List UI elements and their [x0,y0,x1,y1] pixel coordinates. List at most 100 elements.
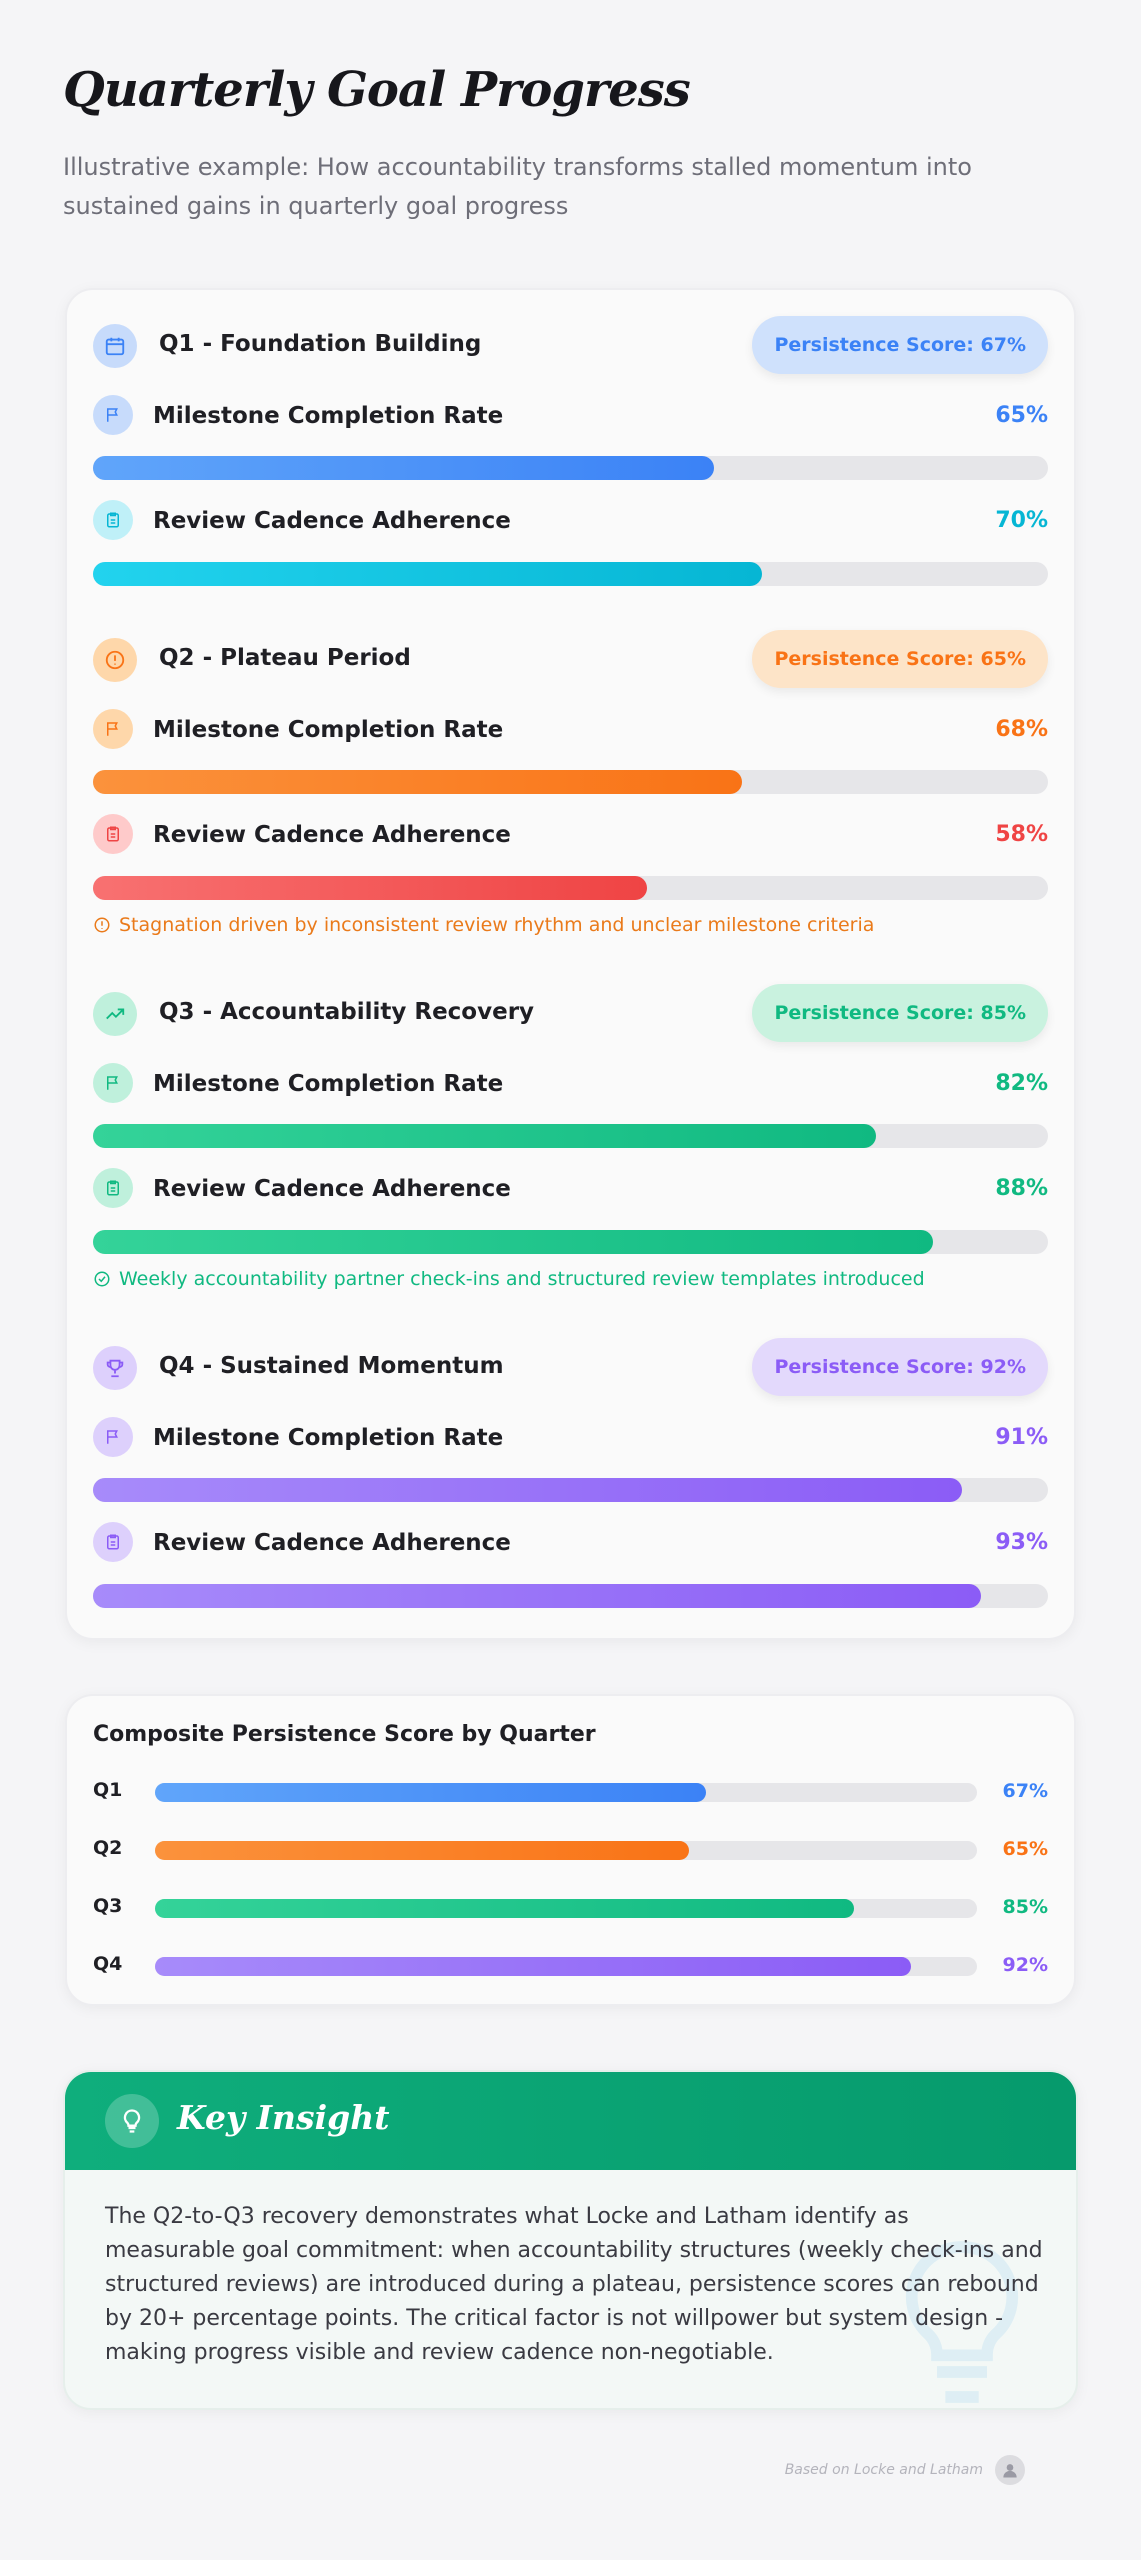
key-insight-title: Key Insight [177,2098,390,2137]
clipboard-icon [93,1168,133,1208]
calendar-icon [93,324,137,368]
metric-value: 88% [995,1176,1048,1201]
progress-track [93,1230,1048,1254]
quarters-card: Q1 - Foundation Building Persistence Sco… [65,288,1076,1640]
composite-value: 92% [1002,1954,1048,1976]
trending-up-icon [93,992,137,1036]
metric-value: 58% [995,822,1048,847]
metric-milestone-q4: Milestone Completion Rate 91% [93,1416,1048,1460]
composite-row-q2: Q2 65% [93,1834,1048,1864]
progress-fill [93,1584,982,1608]
metric-label: Milestone Completion Rate [153,1425,504,1451]
composite-fill [155,1841,690,1860]
composite-track [155,1841,977,1860]
composite-value: 67% [1002,1780,1048,1802]
progress-fill [93,876,647,900]
alert-circle-icon [93,638,137,682]
composite-value: 85% [1002,1896,1048,1918]
composite-quarter-label: Q4 [93,1953,123,1975]
composite-track [155,1783,977,1802]
clipboard-icon [93,500,133,540]
progress-track [93,456,1048,480]
progress-track [93,562,1048,586]
quarter-title: Q2 - Plateau Period [159,645,411,671]
key-insight-body: The Q2-to-Q3 recovery demonstrates what … [105,2204,1043,2365]
metric-milestone-q2: Milestone Completion Rate 68% [93,708,1048,752]
key-insight-card: Key Insight The Q2-to-Q3 recovery demons… [63,2070,1078,2410]
info-icon [94,917,110,933]
note-text: Stagnation driven by inconsistent review… [119,914,875,936]
metric-label: Milestone Completion Rate [153,403,504,429]
quarter-header-q3: Q3 - Accountability Recovery Persistence… [93,984,1048,1044]
metric-label: Review Cadence Adherence [153,1176,511,1202]
quarter-header-q1: Q1 - Foundation Building Persistence Sco… [93,316,1048,376]
metric-value: 68% [995,717,1048,742]
persistence-score-badge: Persistence Score: 85% [752,984,1048,1042]
lightbulb-watermark-icon [905,2241,1019,2403]
flag-icon [93,709,133,749]
metric-review-q1: Review Cadence Adherence 70% [93,499,1048,543]
flag-icon [93,1063,133,1103]
composite-fill [155,1783,706,1802]
progress-track [93,1478,1048,1502]
metric-label: Review Cadence Adherence [153,1530,511,1556]
key-insight-header: Key Insight [65,2072,1076,2170]
quarter-title: Q4 - Sustained Momentum [159,1353,504,1379]
metric-label: Review Cadence Adherence [153,508,511,534]
metric-label: Milestone Completion Rate [153,717,504,743]
composite-quarter-label: Q3 [93,1895,123,1917]
metric-milestone-q1: Milestone Completion Rate 65% [93,394,1048,438]
flag-icon [93,1417,133,1457]
flag-icon [93,395,133,435]
quarter-header-q4: Q4 - Sustained Momentum Persistence Scor… [93,1338,1048,1398]
metric-milestone-q3: Milestone Completion Rate 82% [93,1062,1048,1106]
metric-review-q2: Review Cadence Adherence 58% [93,813,1048,857]
footer: Based on Locke and Latham [785,2455,1025,2485]
progress-fill [93,456,714,480]
progress-track [93,876,1048,900]
progress-track [93,770,1048,794]
composite-title: Composite Persistence Score by Quarter [93,1722,596,1747]
metric-label: Review Cadence Adherence [153,822,511,848]
progress-fill [93,770,743,794]
quarter-note-q2: Stagnation driven by inconsistent review… [93,914,1048,936]
persistence-score-badge: Persistence Score: 65% [752,630,1048,688]
quarter-header-q2: Q2 - Plateau Period Persistence Score: 6… [93,630,1048,690]
composite-row-q3: Q3 85% [93,1892,1048,1922]
composite-fill [155,1957,912,1976]
composite-quarter-label: Q1 [93,1779,123,1801]
composite-row-q1: Q1 67% [93,1776,1048,1806]
metric-review-q3: Review Cadence Adherence 88% [93,1167,1048,1211]
composite-row-q4: Q4 92% [93,1950,1048,1980]
metric-label: Milestone Completion Rate [153,1071,504,1097]
progress-track [93,1124,1048,1148]
page-subtitle: Illustrative example: How accountability… [63,153,972,220]
persistence-score-badge: Persistence Score: 67% [752,316,1048,374]
clipboard-icon [93,1522,133,1562]
quarter-note-q3: Weekly accountability partner check-ins … [93,1268,1048,1290]
persistence-score-badge: Persistence Score: 92% [752,1338,1048,1396]
trophy-icon [93,1346,137,1390]
progress-fill [93,1478,963,1502]
metric-value: 91% [995,1425,1048,1450]
page-title: Quarterly Goal Progress [63,62,691,118]
metric-value: 82% [995,1071,1048,1096]
composite-fill [155,1899,854,1918]
metric-review-q4: Review Cadence Adherence 93% [93,1521,1048,1565]
avatar-icon [995,2455,1025,2485]
composite-track [155,1899,977,1918]
composite-value: 65% [1002,1838,1048,1860]
quarter-title: Q1 - Foundation Building [159,331,482,357]
progress-track [93,1584,1048,1608]
metric-value: 70% [995,508,1048,533]
footer-credit: Based on Locke and Latham [784,2462,983,2478]
quarter-title: Q3 - Accountability Recovery [159,999,535,1025]
progress-fill [93,562,762,586]
metric-value: 65% [995,403,1048,428]
progress-fill [93,1230,934,1254]
lightbulb-icon [105,2094,159,2148]
note-text: Weekly accountability partner check-ins … [119,1268,925,1290]
composite-card: Composite Persistence Score by Quarter Q… [65,1694,1076,2006]
composite-track [155,1957,977,1976]
progress-fill [93,1124,877,1148]
